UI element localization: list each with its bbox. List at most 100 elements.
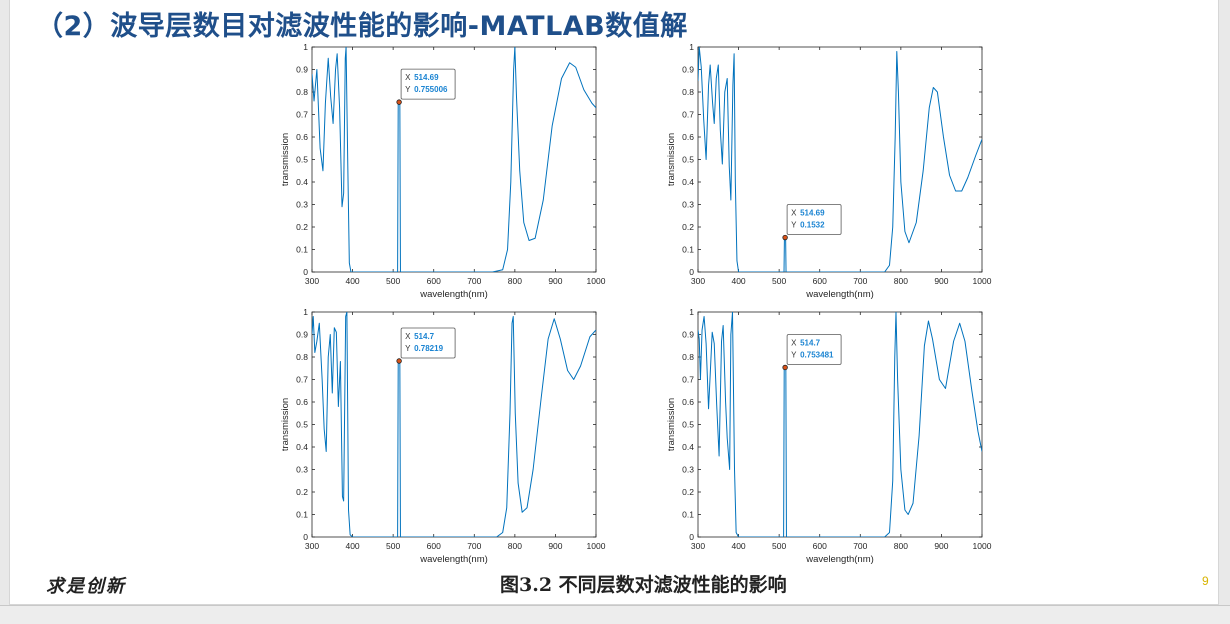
- x-axis-label: wavelength(nm): [419, 289, 488, 300]
- x-tick-label: 300: [691, 541, 705, 551]
- x-tick-label: 800: [894, 276, 908, 286]
- x-tick-label: 400: [345, 276, 359, 286]
- x-axis-label: wavelength(nm): [419, 554, 488, 565]
- datatip-y-label: Y: [791, 221, 797, 230]
- x-tick-label: 800: [508, 541, 522, 551]
- y-tick-label: 1: [303, 307, 308, 317]
- chart-panel-top-right: 300 400 500 600 700 800 900 1000 0 0.1 0.2 0.3 0.4 0.…: [654, 40, 994, 302]
- x-tick-label: 600: [813, 276, 827, 286]
- y-axis-label: transmission: [280, 133, 291, 186]
- x-tick-label: 600: [427, 276, 441, 286]
- x-tick-label: 300: [305, 541, 319, 551]
- datatip-x-value: 514.69: [800, 209, 825, 218]
- y-tick-label: 1: [303, 42, 308, 52]
- datatip-y-value: 0.753481: [800, 350, 834, 359]
- datatip-marker[interactable]: [396, 358, 402, 364]
- datatip-x-label: X: [791, 209, 797, 218]
- y-tick-label: 1: [689, 307, 694, 317]
- y-tick-label: 0.1: [682, 510, 694, 520]
- y-tick-label: 0.2: [682, 222, 694, 232]
- datatip-x-label: X: [405, 73, 411, 82]
- datatip-y-label: Y: [791, 350, 797, 359]
- chart-top-right: 300 400 500 600 700 800 900 1000 0 0.1 0.2 0.3 0.4 0.…: [666, 42, 992, 300]
- x-tick-label: 500: [386, 541, 400, 551]
- datatip-marker[interactable]: [782, 364, 788, 371]
- plot-area: [697, 46, 983, 273]
- x-tick-label: 300: [691, 276, 705, 286]
- y-axis-label: transmission: [280, 398, 291, 451]
- x-tick-label: 700: [853, 541, 867, 551]
- x-tick-label: 900: [548, 276, 562, 286]
- datatip-y-value: 0.755006: [414, 85, 448, 94]
- y-tick-label: 0.1: [296, 245, 308, 255]
- y-tick-label: 0.6: [682, 132, 694, 142]
- y-tick-label: 0.2: [296, 487, 308, 497]
- y-tick-label: 0.5: [296, 155, 308, 165]
- y-tick-label: 0.6: [296, 397, 308, 407]
- page-number: 9: [1202, 574, 1209, 588]
- x-tick-label: 900: [934, 276, 948, 286]
- datatip-box[interactable]: [786, 204, 842, 235]
- datatip-marker[interactable]: [396, 99, 402, 105]
- y-tick-label: 0.3: [682, 200, 694, 210]
- x-tick-label: 500: [386, 276, 400, 286]
- datatip-x-label: X: [405, 332, 411, 341]
- x-tick-label: 300: [305, 276, 319, 286]
- y-tick-label: 0.1: [682, 245, 694, 255]
- chart-top-left: 300 400 500 600 700 800 900 1000 0 0.1 0.2 0.3 0.4 0.…: [280, 42, 606, 300]
- x-tick-label: 700: [467, 541, 481, 551]
- datatip-x-value: 514.7: [800, 338, 821, 347]
- x-tick-label: 700: [853, 276, 867, 286]
- y-tick-label: 0.3: [296, 465, 308, 475]
- chart-bottom-left: 300 400 500 600 700 800 900 1000 0 0.1 0.2 0.3 0.4 0.…: [280, 307, 606, 565]
- y-tick-label: 0.8: [296, 87, 308, 97]
- y-tick-label: 0.2: [682, 487, 694, 497]
- y-tick-label: 0.3: [296, 200, 308, 210]
- datatip-y-value: 0.1532: [800, 221, 825, 230]
- y-tick-label: 0.4: [296, 442, 308, 452]
- chart-panel-bottom-right: 300 400 500 600 700 800 900 1000 0 0.1 0.2 0.3 0.4 0.…: [654, 305, 994, 567]
- y-tick-label: 0.7: [296, 110, 308, 120]
- x-tick-label: 1000: [973, 276, 992, 286]
- x-axis-label: wavelength(nm): [805, 554, 874, 565]
- y-tick-label: 1: [689, 42, 694, 52]
- x-tick-label: 400: [345, 541, 359, 551]
- x-tick-label: 500: [772, 541, 786, 551]
- datatip-y-label: Y: [405, 85, 411, 94]
- x-tick-label: 400: [731, 276, 745, 286]
- slide-bottom-divider: [0, 605, 1230, 606]
- y-tick-label: 0: [689, 532, 694, 542]
- x-tick-label: 500: [772, 276, 786, 286]
- x-tick-label: 900: [934, 541, 948, 551]
- datatip-box[interactable]: [400, 327, 456, 359]
- y-tick-label: 0.8: [296, 352, 308, 362]
- datatip-x-label: X: [791, 338, 797, 347]
- x-tick-label: 1000: [587, 276, 606, 286]
- datatip-box[interactable]: [786, 334, 842, 365]
- datatip-box[interactable]: [400, 68, 456, 100]
- figure-caption: 图3.2 不同层数对滤波性能的影响: [500, 574, 787, 596]
- y-tick-label: 0.5: [682, 155, 694, 165]
- chart-panel-top-left: 300 400 500 600 700 800 900 1000 0 0.1 0.2 0.3 0.4 0.…: [268, 40, 608, 302]
- y-tick-label: 0.7: [296, 375, 308, 385]
- x-tick-label: 800: [894, 541, 908, 551]
- y-tick-label: 0.5: [296, 420, 308, 430]
- x-tick-label: 1000: [587, 541, 606, 551]
- y-tick-label: 0.5: [682, 420, 694, 430]
- chart-panel-bottom-left: 300 400 500 600 700 800 900 1000 0 0.1 0.2 0.3 0.4 0.…: [268, 305, 608, 567]
- datatip-y-label: Y: [405, 344, 411, 353]
- x-tick-label: 600: [813, 541, 827, 551]
- y-tick-label: 0.4: [682, 442, 694, 452]
- datatip-marker[interactable]: [782, 234, 788, 241]
- y-tick-label: 0: [689, 267, 694, 277]
- x-tick-label: 800: [508, 276, 522, 286]
- y-tick-label: 0.8: [682, 87, 694, 97]
- y-tick-label: 0.7: [682, 375, 694, 385]
- chart-bottom-right: 300 400 500 600 700 800 900 1000 0 0.1 0.2 0.3 0.4 0.…: [666, 307, 992, 565]
- y-tick-label: 0.2: [296, 222, 308, 232]
- y-tick-label: 0.9: [682, 330, 694, 340]
- y-axis-label: transmission: [666, 398, 677, 451]
- datatip-x-value: 514.69: [414, 73, 439, 82]
- slide: （2）波导层数目对滤波性能的影响-MATLAB数值解 300 400 500 600 7…: [10, 0, 1218, 604]
- y-tick-label: 0.8: [682, 352, 694, 362]
